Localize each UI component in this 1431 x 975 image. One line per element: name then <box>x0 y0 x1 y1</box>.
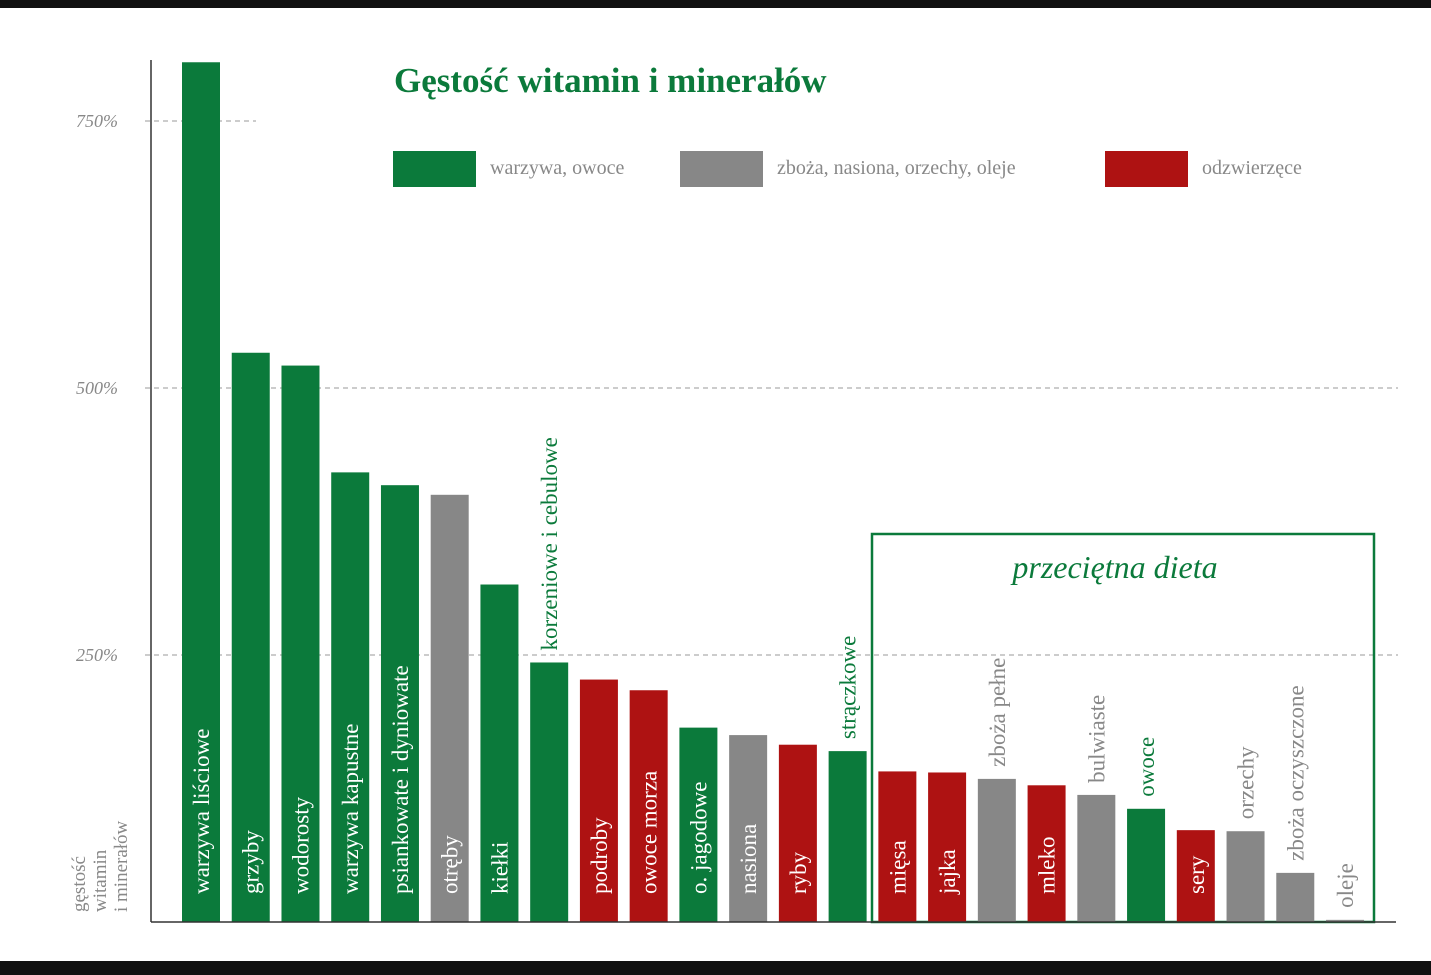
bar-group: kiełki <box>480 584 519 922</box>
bar <box>182 62 220 922</box>
bar-label: wodorosty <box>288 796 313 894</box>
bar <box>1077 794 1116 922</box>
bar <box>878 771 917 922</box>
bar-label: sery <box>1184 855 1209 894</box>
bar-group: podroby <box>579 679 618 922</box>
bar-label: bulwiaste <box>1084 695 1109 783</box>
bar <box>1127 808 1166 922</box>
bar <box>629 690 668 922</box>
bar-label: owoce morza <box>637 771 662 894</box>
bar-group: o. jagodowe <box>679 727 718 922</box>
bar-group: warzywa kapustne <box>331 472 370 922</box>
bar-label: owoce <box>1134 737 1159 797</box>
bar-group: psiankowate i dyniowate <box>380 485 419 922</box>
bar-label: warzywa kapustne <box>338 723 363 894</box>
bar-group: oleje <box>1326 863 1365 922</box>
bar-group: owoce <box>1127 737 1166 922</box>
legend-swatch-veg <box>393 151 476 187</box>
bar <box>1027 785 1066 922</box>
bar-label: zboża oczyszczone <box>1283 685 1308 861</box>
bar <box>331 472 370 922</box>
bar-group: mięsa <box>878 771 917 922</box>
bar-label: o. jagodowe <box>686 782 711 894</box>
bar-group: grzyby <box>231 352 270 923</box>
bar-label: oleje <box>1333 863 1358 908</box>
bar-label: otręby <box>438 835 463 894</box>
bar-group: zboża pełne <box>977 658 1016 922</box>
bar-group: nasiona <box>729 735 768 922</box>
bar-label: ryby <box>786 851 811 894</box>
bar <box>1326 919 1365 922</box>
bar-group: jajka <box>928 772 967 922</box>
y-tick-label: 250% <box>76 645 118 665</box>
bar-group: korzeniowe i cebulowe <box>530 437 569 922</box>
bar <box>281 365 320 922</box>
y-axis-label: gęstość witamin i minerałów <box>69 820 132 912</box>
legend-label-grain: zboża, nasiona, orzechy, oleje <box>777 157 1016 179</box>
y-axis-label-line-1: gęstość <box>69 856 90 912</box>
bar <box>1226 831 1265 922</box>
bar-group: zboża oczyszczone <box>1276 685 1315 922</box>
bar-label: orzechy <box>1234 746 1259 819</box>
bar-label: warzywa liściowe <box>189 729 214 894</box>
legend-swatch-animal <box>1105 151 1188 187</box>
bar-group: wodorosty <box>281 365 320 922</box>
bar-label: mleko <box>1035 837 1060 895</box>
bar <box>1176 830 1215 922</box>
legend-label-veg: warzywa, owoce <box>490 157 624 179</box>
bar <box>729 735 768 922</box>
bar <box>579 679 618 922</box>
bar-group: sery <box>1176 830 1215 922</box>
bar <box>928 772 967 922</box>
highlight-box-average-diet: przeciętna dieta <box>870 532 1376 924</box>
bar-group: ryby <box>778 744 817 922</box>
bar-group: warzywa liściowe <box>182 62 220 922</box>
bar-group: strączkowe <box>828 636 867 922</box>
bar-label: grzyby <box>239 830 264 894</box>
bar-label: kiełki <box>487 842 512 894</box>
y-axis-label-line-3: i minerałów <box>111 820 132 912</box>
y-tick-labels: 250% 500% 750% <box>76 111 118 665</box>
highlight-box-label: przeciętna dieta <box>1010 549 1217 585</box>
legend-label-animal: odzwierzęce <box>1202 157 1302 179</box>
bar-label: strączkowe <box>836 636 861 739</box>
bar <box>977 778 1016 922</box>
y-axis-label-line-2: witamin <box>90 849 111 912</box>
y-tick-label: 750% <box>76 111 118 131</box>
bar-label: nasiona <box>736 824 761 894</box>
bar <box>679 727 718 922</box>
bar-label: mięsa <box>885 840 910 894</box>
bottom-frame-band <box>0 961 1431 975</box>
chart-title: Gęstość witamin i minerałów <box>394 61 827 100</box>
bar-label: korzeniowe i cebulowe <box>537 437 562 650</box>
bar-label: podroby <box>587 817 612 894</box>
bar-label: zboża pełne <box>985 658 1010 767</box>
bars: warzywa liściowe grzyby wodorosty warzywa k… <box>182 62 1365 923</box>
bar-label: psiankowate i dyniowate <box>388 665 413 894</box>
legend: warzywa, owoce zboża, nasiona, orzechy, o… <box>393 151 1302 187</box>
top-frame-band <box>0 0 1431 8</box>
bar-group: owoce morza <box>629 690 668 922</box>
bar <box>430 494 469 922</box>
bar-label: jajka <box>935 849 960 895</box>
bar <box>530 662 569 922</box>
bar <box>480 584 519 922</box>
legend-swatch-grain <box>680 151 763 187</box>
bar <box>231 352 270 923</box>
bar <box>1276 872 1315 922</box>
bar <box>380 485 419 922</box>
bar <box>778 744 817 922</box>
bar-group: bulwiaste <box>1077 695 1116 922</box>
bar <box>828 751 867 922</box>
bar-group: otręby <box>430 494 469 922</box>
bar-group: orzechy <box>1226 746 1265 922</box>
bar-group: mleko <box>1027 785 1066 922</box>
y-tick-label: 500% <box>76 378 118 398</box>
